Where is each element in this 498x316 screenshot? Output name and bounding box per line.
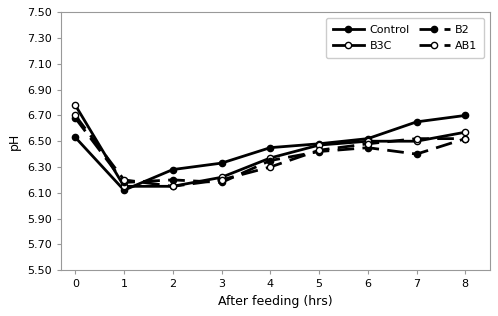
- AB1: [121, 178, 127, 182]
- Line: Control: Control: [72, 112, 469, 193]
- Line: B2: B2: [72, 115, 469, 185]
- B2: [121, 180, 127, 184]
- AB1: [316, 148, 322, 152]
- B3C: [219, 175, 225, 179]
- B2: [219, 180, 225, 184]
- B3C: [462, 130, 468, 134]
- Y-axis label: pH: pH: [8, 133, 21, 150]
- Control: [121, 188, 127, 192]
- AB1: [365, 142, 371, 146]
- AB1: [413, 137, 419, 141]
- Control: [365, 137, 371, 141]
- Control: [170, 168, 176, 172]
- B3C: [72, 103, 78, 107]
- B3C: [170, 185, 176, 188]
- Control: [267, 146, 273, 149]
- B3C: [365, 139, 371, 143]
- Control: [462, 113, 468, 117]
- B3C: [413, 139, 419, 143]
- B3C: [316, 143, 322, 147]
- AB1: [219, 178, 225, 182]
- Control: [316, 142, 322, 146]
- Legend: Control, B3C, B2, AB1: Control, B3C, B2, AB1: [326, 18, 484, 58]
- X-axis label: After feeding (hrs): After feeding (hrs): [218, 295, 333, 308]
- Line: AB1: AB1: [72, 112, 469, 189]
- B2: [365, 146, 371, 149]
- AB1: [72, 113, 78, 117]
- B3C: [121, 185, 127, 188]
- B2: [413, 152, 419, 156]
- B2: [462, 137, 468, 141]
- B2: [170, 178, 176, 182]
- AB1: [462, 137, 468, 141]
- Control: [219, 161, 225, 165]
- B2: [267, 159, 273, 162]
- B3C: [267, 156, 273, 160]
- Control: [72, 136, 78, 139]
- B2: [72, 116, 78, 120]
- AB1: [170, 185, 176, 188]
- AB1: [267, 165, 273, 169]
- B2: [316, 149, 322, 153]
- Line: B3C: B3C: [72, 102, 469, 189]
- Control: [413, 120, 419, 124]
